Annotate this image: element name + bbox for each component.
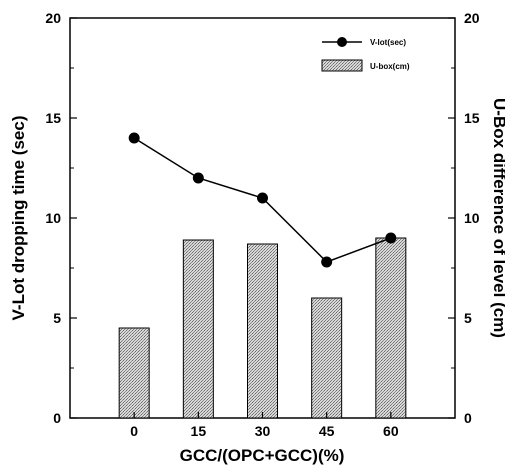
legend-bar-swatch <box>321 59 363 72</box>
bar-ubox-30 <box>247 243 278 419</box>
legend-label-ubox: U-box(cm) <box>370 62 410 71</box>
x-tick-label: 0 <box>130 423 138 439</box>
left-axis-title: V-Lot dropping time (sec) <box>9 116 28 321</box>
left-axis-ticks: 0 5 10 15 20 <box>45 10 77 426</box>
x-axis-ticks: 0 15 30 45 60 <box>130 412 399 439</box>
right-axis-ticks: 0 5 10 15 20 <box>448 10 480 426</box>
right-tick-label: 0 <box>464 410 472 426</box>
point-vlot-30 <box>257 192 268 204</box>
right-axis-title: U-Box difference of level (cm) <box>490 98 505 338</box>
point-vlot-60 <box>385 232 397 244</box>
legend-marker-swatch <box>337 37 347 47</box>
bar-ubox-0 <box>118 327 150 419</box>
right-tick-label: 5 <box>464 310 472 326</box>
left-tick-label: 0 <box>53 410 61 426</box>
bar-ubox-45 <box>311 297 343 419</box>
line-series <box>128 132 397 268</box>
left-tick-label: 5 <box>53 310 61 326</box>
legend: V-lot(sec) U-box(cm) <box>321 37 410 72</box>
legend-label-vlot: V-lot(sec) <box>370 38 406 47</box>
x-tick-label: 30 <box>255 423 271 439</box>
point-vlot-15 <box>192 172 204 184</box>
left-tick-label: 10 <box>45 210 61 226</box>
left-tick-label: 15 <box>45 110 61 126</box>
right-tick-label: 10 <box>464 210 480 226</box>
point-vlot-45 <box>321 256 333 268</box>
x-tick-label: 60 <box>383 423 399 439</box>
left-tick-label: 20 <box>45 10 61 26</box>
bar-ubox-15 <box>182 239 214 419</box>
x-tick-label: 45 <box>319 423 335 439</box>
x-tick-label: 15 <box>191 423 207 439</box>
x-axis-title: GCC/(OPC+GCC)(%) <box>180 446 345 465</box>
point-vlot-0 <box>128 132 140 144</box>
bar-series <box>118 237 407 419</box>
right-tick-label: 20 <box>464 10 480 26</box>
right-tick-label: 15 <box>464 110 480 126</box>
bar-ubox-60 <box>375 237 407 419</box>
